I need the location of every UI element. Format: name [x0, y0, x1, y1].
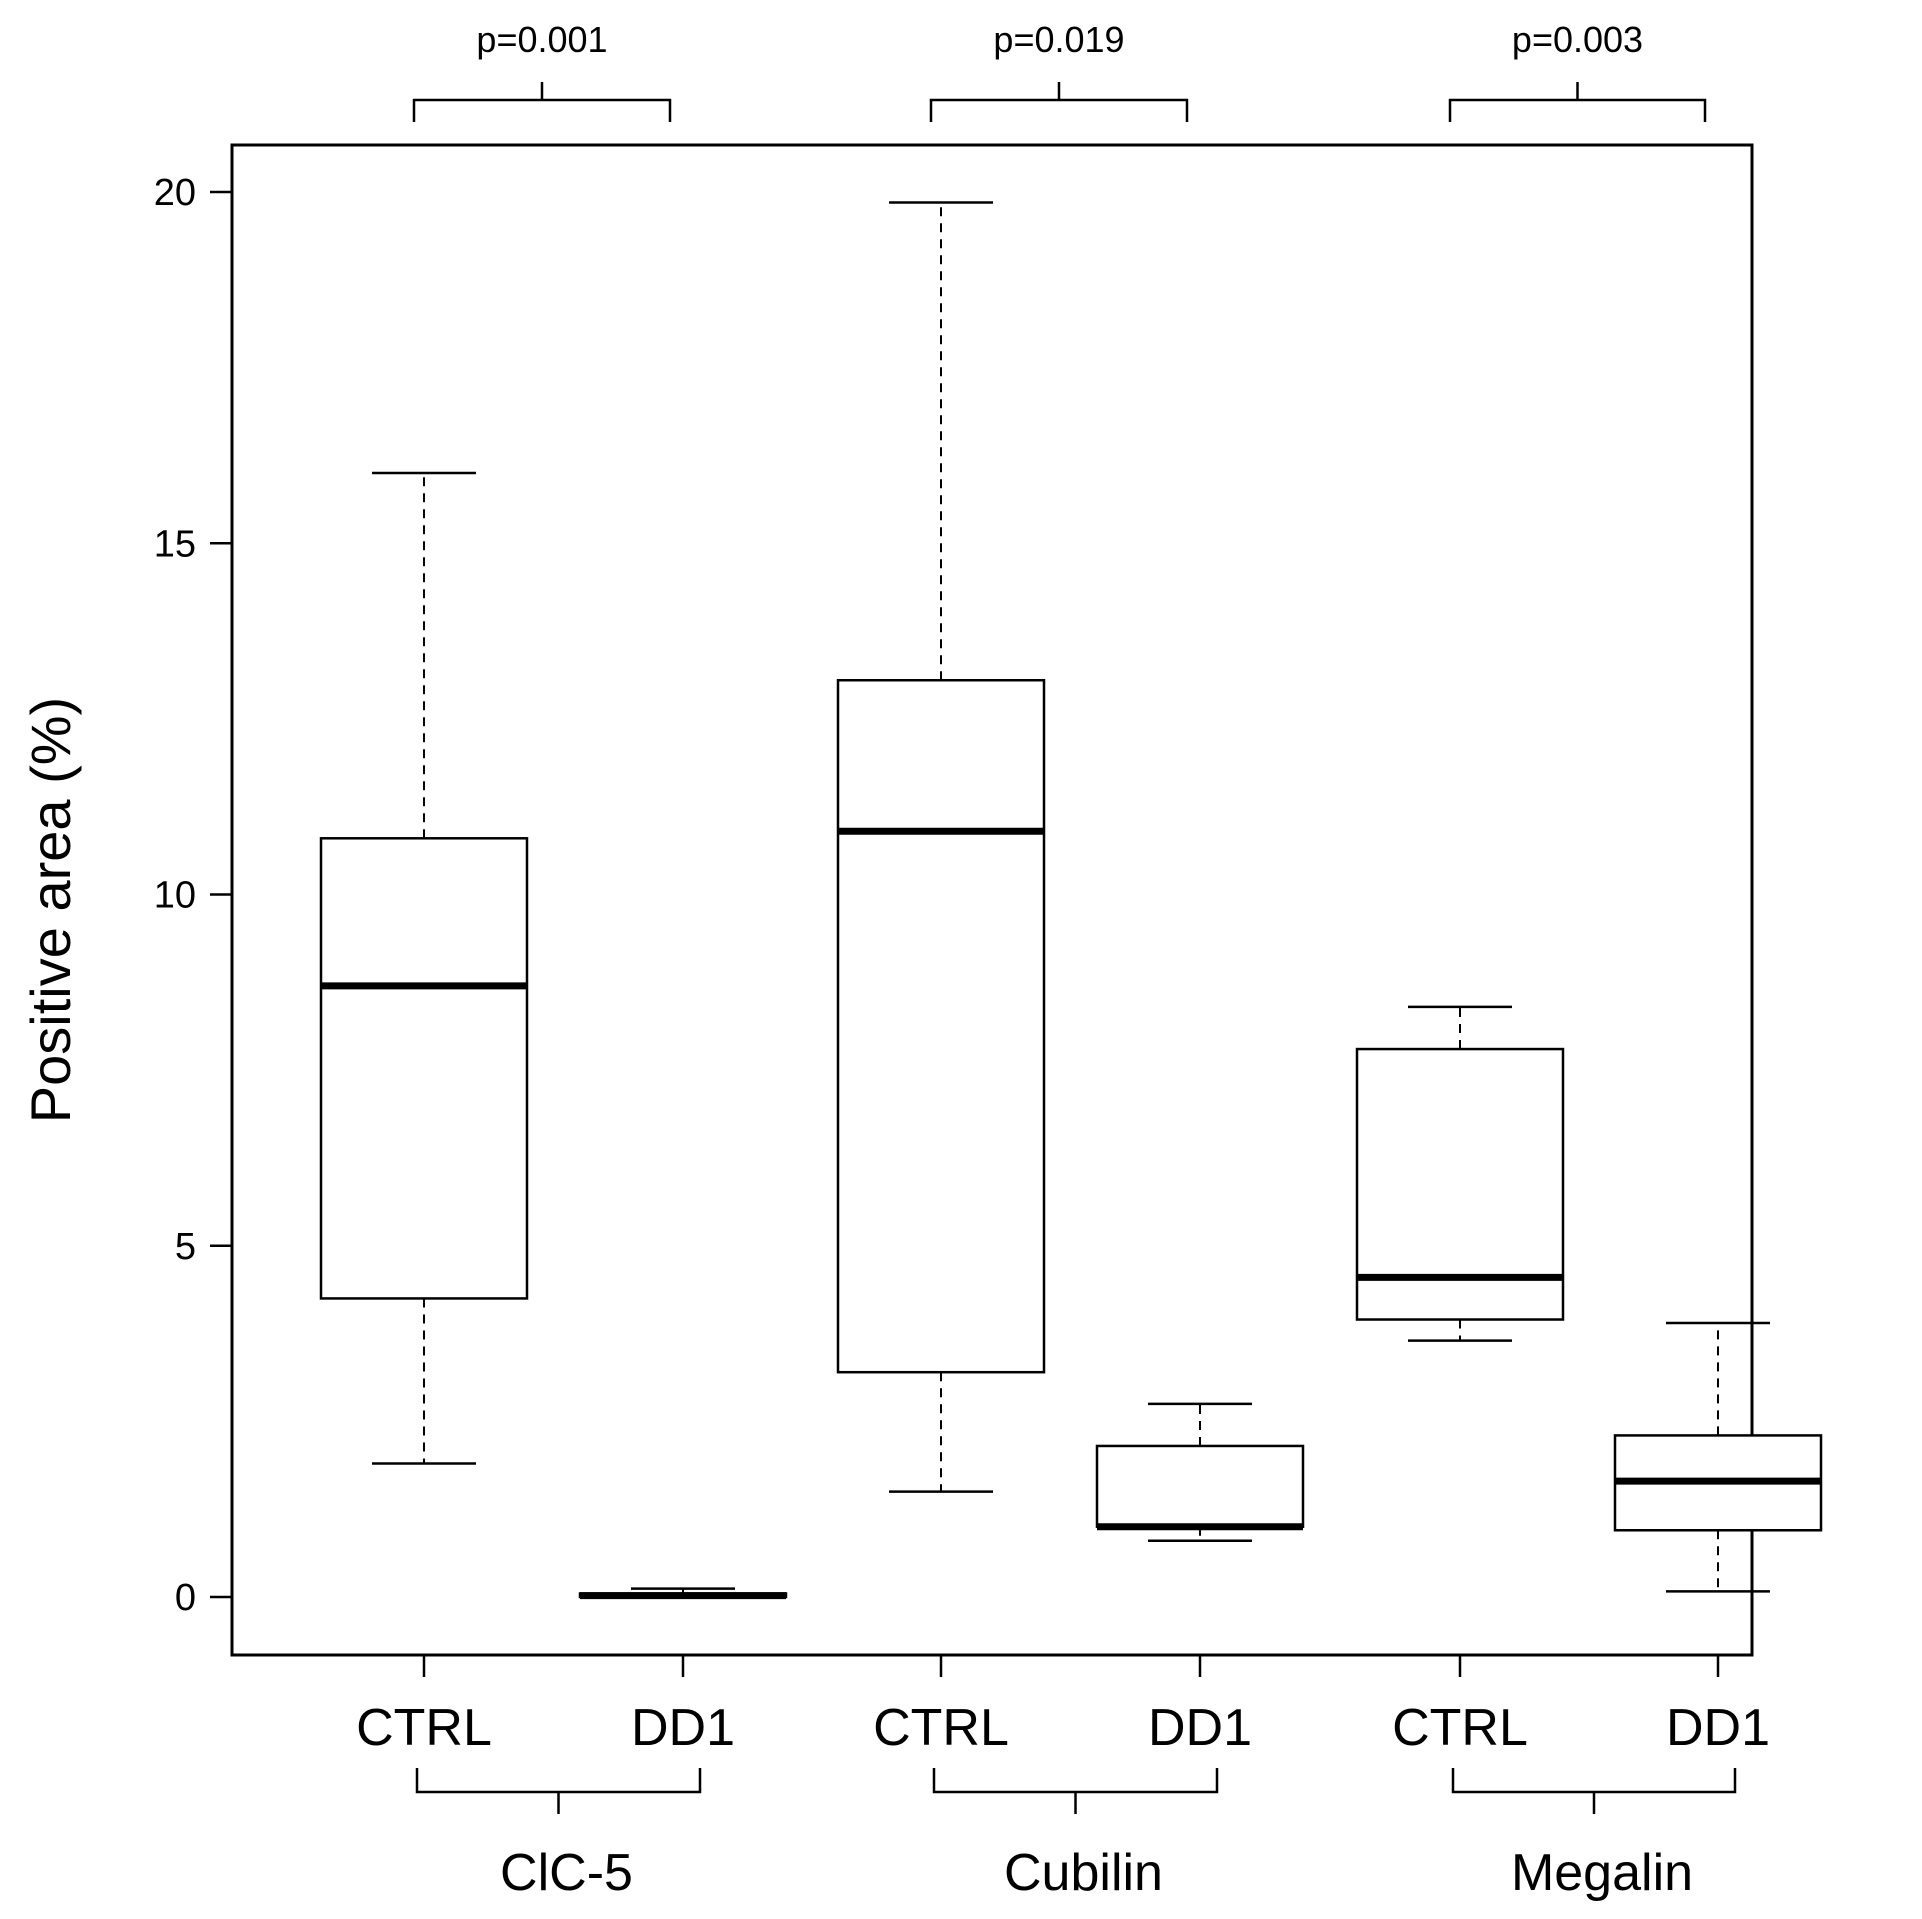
x-tick-label: CTRL [873, 1699, 1009, 1757]
y-axis-label: Positive area (%) [19, 697, 82, 1123]
p-value-label: p=0.003 [1512, 19, 1643, 60]
y-tick-label: 20 [154, 172, 196, 214]
box-clc-5-ctrl [319, 471, 529, 1465]
top-bracket [929, 82, 1189, 122]
top-bracket [412, 82, 672, 122]
box-megalin-dd1 [1613, 1321, 1823, 1593]
top-bracket [1448, 82, 1707, 122]
box-clc-5-dd1 [578, 1587, 788, 1600]
y-tick-label: 15 [154, 523, 196, 565]
group-label: Megalin [1511, 1844, 1693, 1902]
group-brackets: ClC-5 p=0.001 Cubilin p=0.019 Megalin p=0.003 [412, 19, 1737, 1902]
bottom-bracket [932, 1768, 1219, 1814]
bottom-bracket [1451, 1768, 1737, 1814]
y-tick-label: 10 [154, 875, 196, 917]
group-label: Cubilin [1004, 1844, 1163, 1902]
y-axis: 0 5 10 15 20 [154, 172, 232, 1619]
box-iqr [836, 678, 1046, 1374]
plot-frame [230, 143, 1754, 1657]
box-cubilin-dd1 [1095, 1402, 1305, 1543]
bottom-bracket [415, 1768, 702, 1814]
y-tick-label: 5 [175, 1226, 196, 1268]
x-axis: CTRL DD1 CTRL DD1 CTRL DD1 [356, 1655, 1770, 1757]
box-cubilin-ctrl [836, 201, 1046, 1493]
box-megalin-ctrl [1355, 1005, 1565, 1342]
box-iqr [1095, 1444, 1305, 1529]
boxes [319, 201, 1823, 1600]
x-tick-label: DD1 [1148, 1699, 1252, 1757]
x-tick-label: DD1 [631, 1699, 735, 1757]
box-iqr [319, 837, 529, 1300]
y-tick-label: 0 [175, 1577, 196, 1619]
x-tick-label: CTRL [356, 1699, 492, 1757]
x-tick-label: DD1 [1666, 1699, 1770, 1757]
p-value-label: p=0.001 [476, 19, 607, 60]
group-label: ClC-5 [500, 1844, 633, 1902]
x-tick-label: CTRL [1392, 1699, 1528, 1757]
p-value-label: p=0.019 [993, 19, 1124, 60]
